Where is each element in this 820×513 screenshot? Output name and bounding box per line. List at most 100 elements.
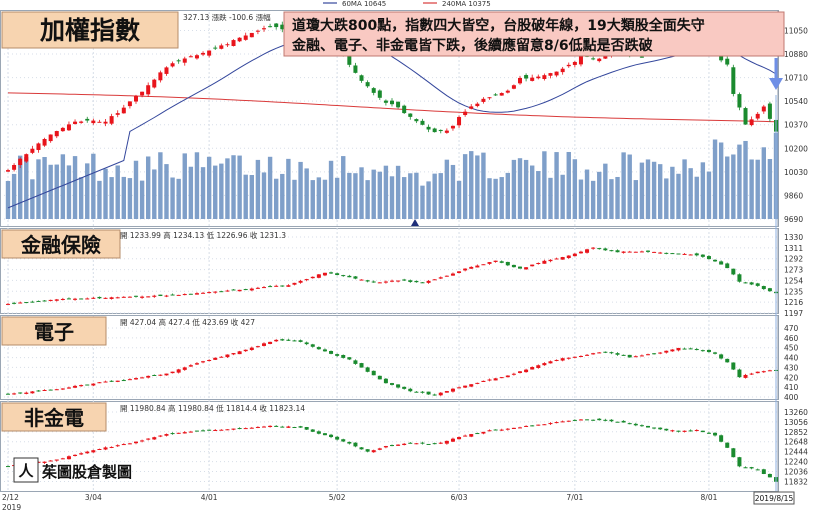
candle-body: [627, 423, 632, 425]
volume-bar: [499, 177, 504, 219]
volume-bar: [517, 158, 523, 219]
panel-header-text: 開 11980.84 高 11980.84 低 11814.4 收 11823.…: [120, 403, 305, 413]
candle-body: [91, 450, 96, 453]
candle-body: [572, 356, 577, 358]
panel-title-box: [1, 316, 107, 346]
candle-body: [243, 289, 248, 291]
candle-body: [79, 453, 84, 455]
candle-body: [262, 287, 266, 289]
candle-body: [755, 371, 760, 374]
candle-body: [450, 125, 455, 129]
volume-bar: [688, 168, 693, 219]
candle-body: [298, 426, 303, 428]
candle-body: [603, 419, 608, 421]
candle-body: [158, 374, 163, 376]
candle-body: [609, 419, 614, 422]
panel-frame-2: [0, 315, 779, 400]
candle-body: [725, 442, 730, 448]
candle-body: [444, 391, 449, 393]
candle-body: [73, 121, 78, 124]
candle-body: [719, 354, 724, 359]
y-tick-label-3: 12852: [784, 428, 808, 437]
candle-body: [749, 467, 754, 469]
volume-bar: [164, 164, 169, 219]
candle-body: [298, 340, 303, 342]
candle-body: [560, 257, 565, 260]
candle-body: [682, 348, 687, 350]
candle-body: [450, 273, 455, 276]
candle-body: [188, 431, 193, 433]
volume-bar: [188, 166, 194, 219]
candle-body: [572, 61, 577, 65]
candle-body: [639, 251, 644, 253]
annotation-line1: 道瓊大跌800點，指數四大皆空，台股破年線，19大類股全面失守: [292, 17, 705, 34]
candle-body: [499, 429, 504, 431]
volume-bar: [103, 168, 108, 219]
candle-body: [371, 281, 376, 283]
candle-body: [12, 393, 17, 395]
volume-bar: [127, 178, 133, 219]
candle-body: [493, 429, 498, 431]
candle-body: [182, 367, 187, 370]
candle-body: [548, 73, 553, 76]
candle-body: [329, 350, 334, 354]
candle-body: [530, 425, 535, 427]
candle-body: [694, 430, 699, 432]
candle-body: [536, 365, 541, 368]
candle-body: [566, 64, 571, 67]
candle-body: [457, 116, 462, 126]
pivot-marker-triangle: [411, 219, 419, 226]
candle-body: [237, 351, 242, 355]
volume-bar: [389, 176, 395, 219]
candle-body: [60, 388, 65, 390]
candle-body: [536, 76, 541, 79]
candle-body: [164, 434, 169, 436]
volume-bar: [694, 176, 699, 219]
candle-body: [262, 343, 266, 346]
candle-body: [505, 90, 510, 93]
volume-bar: [706, 171, 712, 219]
candle-body: [511, 373, 516, 375]
candle-body: [237, 289, 242, 292]
candle-body: [603, 248, 608, 251]
candle-body: [121, 380, 126, 382]
candle-body: [127, 101, 132, 107]
candle-body: [402, 279, 407, 281]
volume-bar: [158, 152, 163, 219]
candle-body: [670, 349, 675, 352]
candle-body: [743, 374, 748, 378]
volume-bar: [590, 180, 596, 219]
candle-body: [329, 434, 334, 438]
candle-body: [426, 391, 431, 395]
candle-body: [755, 113, 760, 119]
candle-body: [79, 121, 84, 123]
candle-body: [134, 378, 138, 380]
candle-body: [109, 380, 114, 382]
candle-body: [524, 267, 529, 270]
candle-body: [18, 302, 23, 304]
volume-bar: [529, 165, 535, 219]
volume-bar: [560, 174, 565, 219]
candle-body: [609, 352, 614, 354]
candle-body: [91, 120, 96, 124]
candle-body: [42, 461, 47, 463]
candle-body: [530, 367, 535, 370]
candle-body: [597, 248, 602, 250]
candle-body: [408, 113, 413, 117]
candle-body: [79, 385, 84, 387]
candle-body: [30, 301, 35, 303]
watermark-icon-frame: [13, 457, 39, 483]
candle-body: [262, 28, 266, 30]
volume-bar: [219, 163, 224, 219]
candle-body: [152, 295, 157, 297]
candle-body: [499, 93, 504, 96]
volume-bar: [298, 161, 303, 219]
panel-title: 加權指數: [39, 16, 140, 45]
candle-body: [201, 361, 206, 363]
candle-body: [274, 285, 279, 287]
volume-bar: [249, 175, 255, 219]
volume-bar: [213, 165, 218, 219]
candle-body: [54, 389, 59, 391]
candle-body: [481, 380, 486, 382]
volume-bar: [237, 155, 242, 219]
